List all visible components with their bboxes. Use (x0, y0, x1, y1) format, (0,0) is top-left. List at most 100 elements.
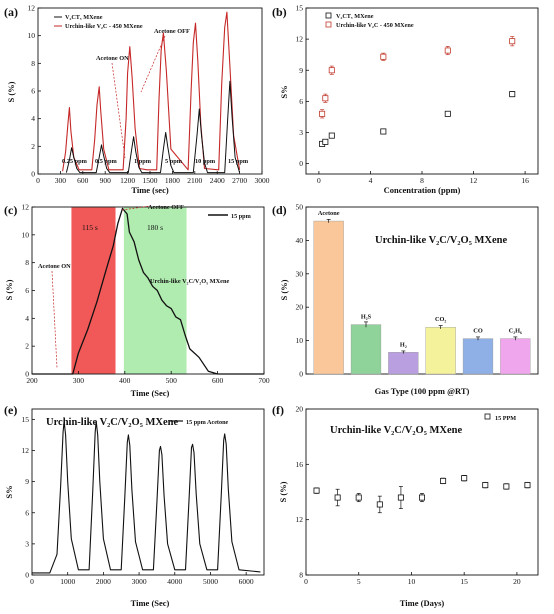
stability-point (482, 482, 489, 489)
y-tick-label: 12 (28, 4, 36, 13)
bar (500, 338, 531, 375)
panel-d-bars: Acetone H₂S H₂ CO₂ CO C₂H₆ (313, 210, 531, 375)
y-tick-label: 0 (299, 159, 303, 168)
x-tick-label: 700 (258, 376, 270, 385)
panel-b-xticks: 0 4 8 12 16 (317, 171, 529, 185)
y-tick-label: 16 (296, 460, 304, 469)
v2ctx-point (509, 91, 516, 98)
panel-d-xlabel: Gas Type (100 ppm @RT) (375, 386, 470, 396)
panel-e-yticks: 0 3 6 9 12 15 (22, 415, 35, 580)
x-tick-label: 300 (73, 376, 85, 385)
panel-a-ylabel: S (%) (6, 81, 16, 102)
panel-b-ylabel: S% (279, 85, 289, 98)
x-tick-label: 5000 (203, 577, 218, 586)
y-tick-label: 12 (22, 203, 30, 212)
y-tick-label: 6 (25, 508, 29, 517)
urchin-point (380, 53, 387, 60)
y-tick-label: 40 (296, 236, 304, 245)
bar (425, 327, 456, 375)
y-tick-label: 10 (22, 230, 30, 239)
bar-category-label: Acetone (318, 210, 340, 217)
stability-point (440, 477, 447, 484)
x-tick-label: 15 (460, 577, 468, 586)
panel-b-legend-1: V₂CTₓ MXene (336, 13, 374, 20)
x-tick-label: 12 (470, 176, 478, 185)
legend-marker-black (325, 12, 332, 19)
series-v2ctx-line (65, 80, 241, 174)
panel-a-xlabel: Time (sec) (131, 185, 169, 195)
bar-category-label: CO (473, 328, 483, 335)
acetone-off-annotation: Acetone OFF (148, 204, 184, 211)
conc-label: 5 ppm (165, 158, 183, 165)
x-tick-label: 6000 (239, 577, 254, 586)
panel-c-ylabel: S (%) (4, 279, 14, 300)
panel-a-yticks: 0 2 4 6 8 10 12 (28, 4, 41, 179)
panel-c-series (32, 207, 264, 375)
y-tick-label: 3 (25, 539, 29, 548)
x-tick-label: 4 (369, 176, 373, 185)
panel-b-xlabel: Concentration (ppm) (384, 185, 461, 195)
panel-d-frame (305, 206, 539, 375)
recovery-time-label: 180 s (147, 223, 163, 232)
y-tick-label: 3 (299, 128, 303, 137)
x-tick-label: 4000 (167, 577, 182, 586)
panel-a-legend-2: Urchin-like V₂C - 450 MXene (65, 23, 143, 30)
conc-label: 10 ppm (195, 158, 216, 165)
stability-point (418, 494, 425, 501)
x-tick-label: 0 (36, 176, 40, 185)
x-tick-label: 1000 (60, 577, 75, 586)
bar (462, 338, 494, 375)
conc-label: 0.5 ppm (95, 158, 117, 165)
stability-point (397, 494, 404, 501)
x-tick-label: 10 (408, 577, 416, 586)
panel-d-yticks: 0 10 20 30 40 50 (296, 203, 309, 379)
panel-e-series (32, 420, 261, 574)
y-tick-label: 10 (296, 336, 304, 345)
x-tick-label: 16 (521, 176, 529, 185)
stability-point (461, 475, 468, 482)
panel-d-title: Urchin-like V₂C/V₂O₅ MXene (375, 235, 507, 246)
panel-f-points (313, 475, 531, 514)
panel-e: (e) 0 3 6 9 12 15 0 1000 2000 3000 4000 5000 6000 T… (4, 403, 265, 608)
x-tick-label: 0 (317, 176, 321, 185)
panel-f-yticks: 8 12 16 20 (296, 405, 309, 580)
x-tick-label: 0 (30, 577, 34, 586)
y-tick-label: 0 (299, 370, 303, 379)
recovery-region (123, 207, 187, 374)
x-tick-label: 20 (513, 577, 521, 586)
panel-c-legend: 15 ppm (231, 213, 252, 220)
y-tick-label: 9 (25, 477, 29, 486)
y-tick-label: 8 (25, 258, 29, 267)
stability-point (503, 483, 510, 490)
x-tick-label: 1800 (165, 176, 180, 185)
y-tick-label: 8 (299, 571, 303, 580)
legend-marker-red (325, 21, 332, 28)
x-tick-label: 2400 (210, 176, 225, 185)
y-tick-label: 4 (25, 314, 29, 323)
bar (388, 352, 419, 375)
conc-label: 15 ppm (228, 158, 249, 165)
panel-c: (c) 0 2 4 6 8 10 12 200 300 400 500 600 700 Time (S… (4, 203, 270, 399)
panel-d-ylabel: S (%) (279, 279, 289, 300)
x-tick-label: 3000 (132, 577, 147, 586)
rise-time-label: 115 s (82, 223, 98, 232)
panel-a-label: (a) (4, 5, 18, 19)
v2ctx-point (444, 110, 451, 117)
stability-point (376, 501, 383, 508)
x-tick-label: 900 (100, 176, 112, 185)
x-tick-label: 1200 (120, 176, 135, 185)
panel-b: (b) 0 3 6 9 12 15 0 4 8 12 16 Concentration (ppm)… (272, 4, 539, 195)
y-tick-label: 12 (296, 35, 304, 44)
panel-f-frame (305, 408, 539, 576)
v2ctx-point (328, 132, 335, 139)
panel-a: (a) 0 2 4 6 8 10 12 0 300 600 900 1200 1500 1800 2100… (4, 4, 270, 196)
y-tick-label: 0 (25, 571, 29, 580)
stability-point (355, 494, 362, 501)
panel-c-xlabel: Time (Sec) (131, 388, 170, 398)
series-15ppm-line (32, 207, 264, 375)
bar (350, 324, 382, 375)
y-tick-label: 10 (28, 31, 36, 40)
acetone-on-pointer (51, 270, 58, 369)
y-tick-label: 12 (22, 446, 30, 455)
y-tick-label: 0 (25, 370, 29, 379)
